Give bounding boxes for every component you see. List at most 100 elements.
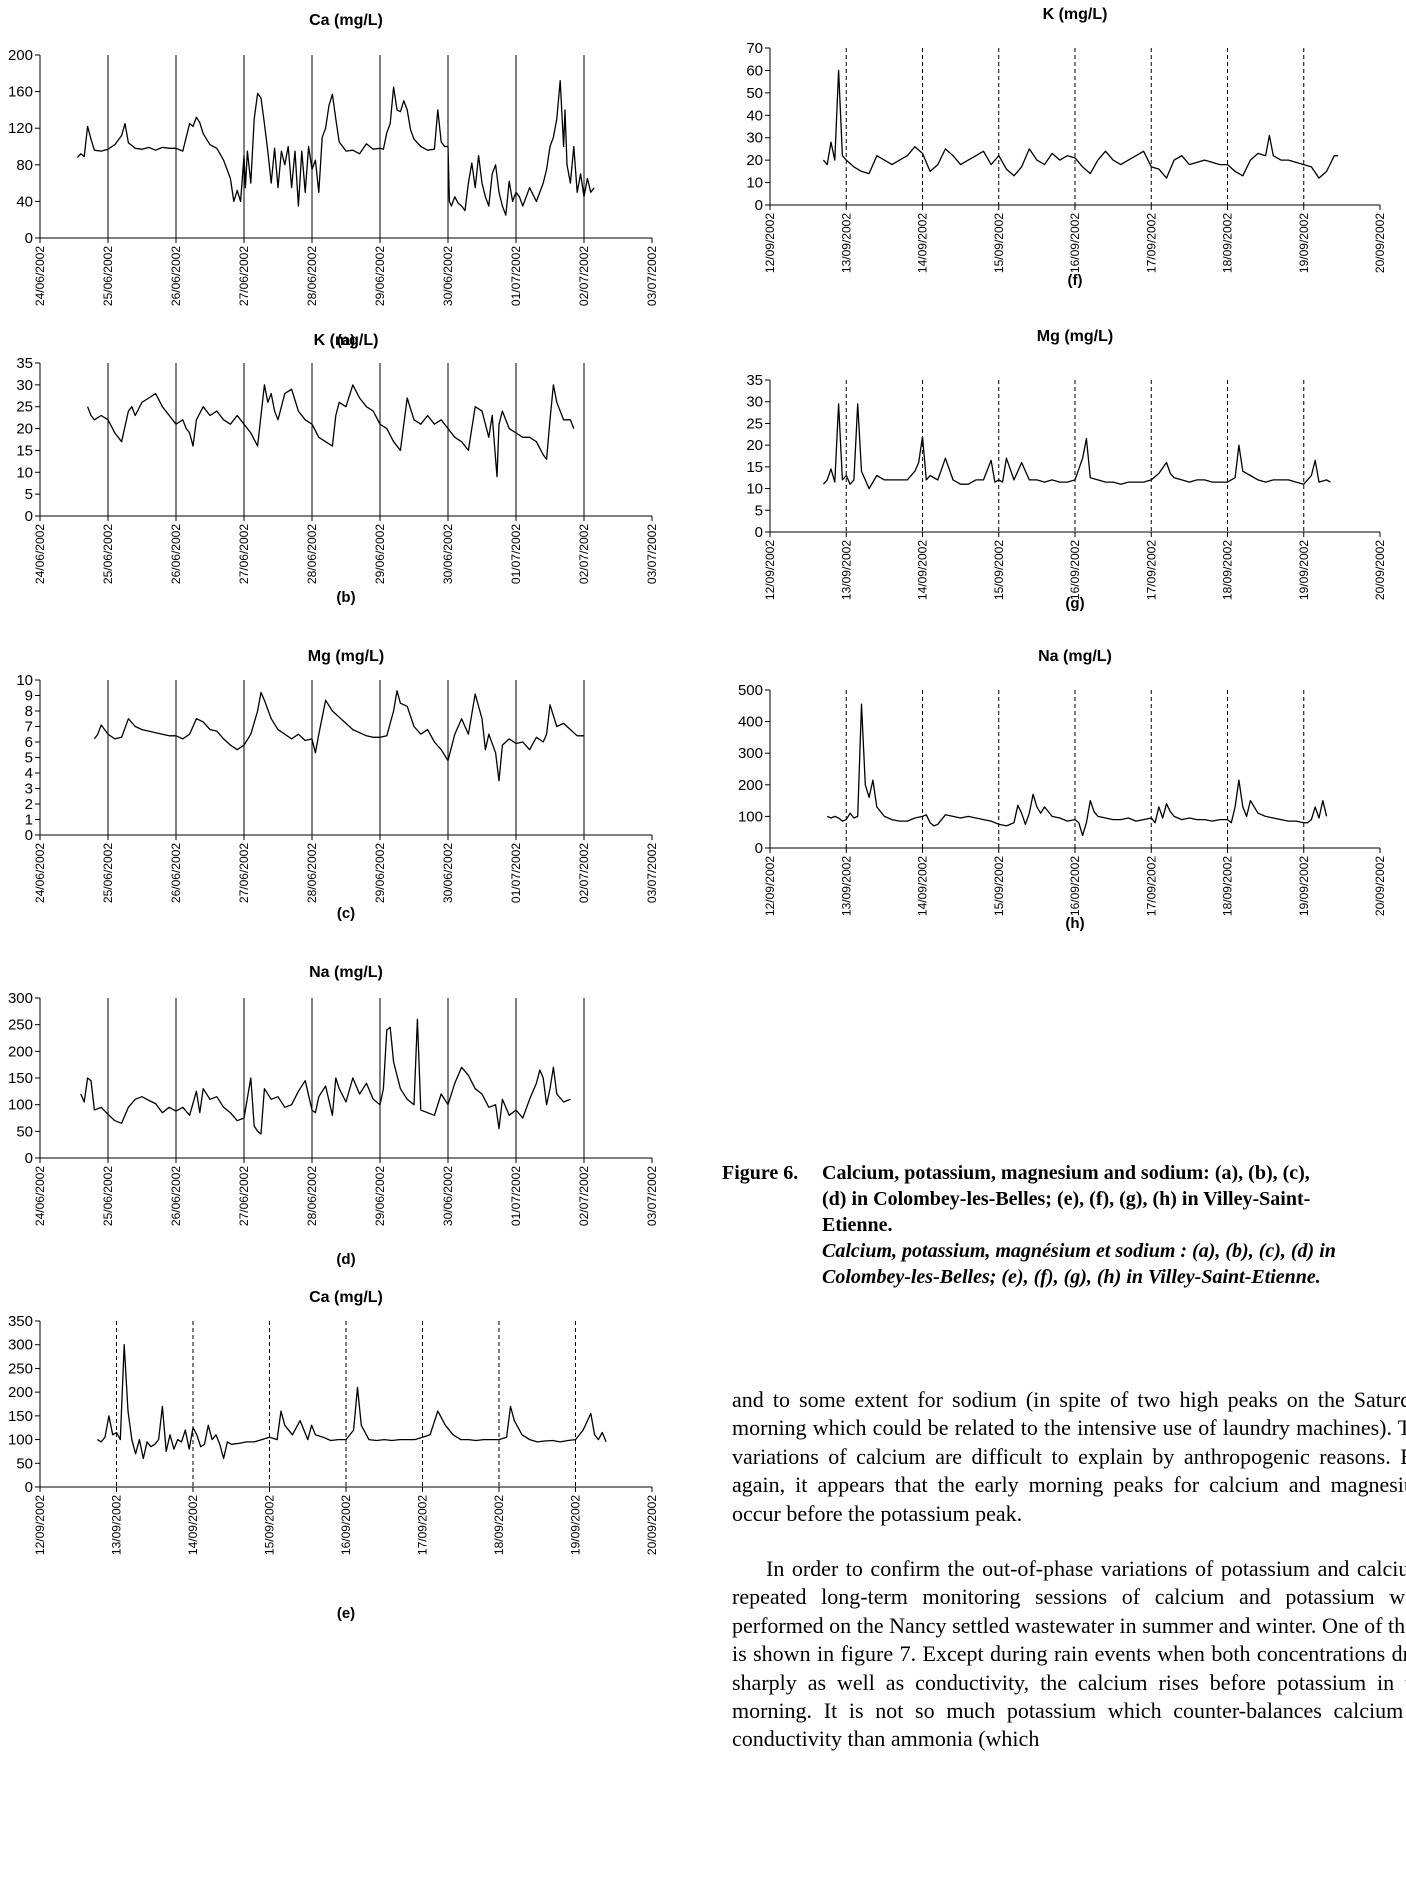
x-tick-label: 29/06/2002	[373, 843, 387, 903]
x-tick-label: 02/07/2002	[577, 524, 591, 584]
y-tick-label: 250	[8, 1360, 33, 1377]
x-tick-label: 24/06/2002	[33, 843, 47, 903]
x-tick-label: 25/06/2002	[101, 843, 115, 903]
y-tick-label: 8	[25, 703, 33, 720]
series-line	[97, 1344, 607, 1460]
x-tick-label: 18/09/2002	[492, 1495, 506, 1555]
chart-title: Ca (mg/L)	[309, 12, 383, 29]
x-tick-label: 19/09/2002	[1297, 213, 1311, 273]
x-tick-label: 26/06/2002	[169, 524, 183, 584]
x-tick-label: 01/07/2002	[509, 843, 523, 903]
y-tick-label: 0	[25, 1479, 33, 1496]
y-tick-label: 30	[746, 394, 763, 411]
x-tick-label: 14/09/2002	[916, 540, 930, 600]
x-tick-label: 26/06/2002	[169, 246, 183, 306]
y-tick-label: 3	[25, 781, 33, 798]
y-tick-label: 30	[746, 130, 763, 147]
x-tick-label: 28/06/2002	[305, 524, 319, 584]
y-tick-label: 350	[8, 1313, 33, 1330]
x-tick-label: 16/09/2002	[1068, 540, 1082, 600]
x-tick-label: 20/09/2002	[1373, 540, 1387, 600]
x-tick-label: 27/06/2002	[237, 1166, 251, 1226]
x-tick-label: 01/07/2002	[509, 246, 523, 306]
panel-label: (e)	[337, 1605, 355, 1622]
y-tick-label: 20	[16, 421, 33, 438]
y-tick-label: 5	[25, 750, 33, 767]
x-tick-label: 29/06/2002	[373, 246, 387, 306]
x-tick-label: 19/09/2002	[1297, 856, 1311, 916]
x-tick-label: 18/09/2002	[1221, 213, 1235, 273]
y-tick-label: 10	[16, 464, 33, 481]
figure-caption: Figure 6. Calcium, potassium, magnesium …	[722, 1160, 1406, 1290]
y-tick-label: 160	[8, 84, 33, 101]
y-tick-label: 200	[8, 1384, 33, 1401]
y-tick-label: 25	[16, 399, 33, 416]
series-line	[80, 1018, 571, 1135]
series-line	[93, 690, 584, 782]
x-tick-label: 25/06/2002	[101, 246, 115, 306]
x-tick-label: 19/09/2002	[1297, 540, 1311, 600]
y-tick-label: 10	[746, 175, 763, 192]
y-tick-label: 200	[738, 777, 763, 794]
y-tick-label: 0	[755, 197, 763, 214]
y-tick-label: 500	[738, 682, 763, 699]
y-tick-label: 60	[746, 62, 763, 79]
x-tick-label: 14/09/2002	[186, 1495, 200, 1555]
figure-label: Figure 6.	[722, 1162, 799, 1184]
chart-title: Mg (mg/L)	[308, 648, 384, 665]
x-tick-label: 27/06/2002	[237, 246, 251, 306]
y-tick-label: 200	[8, 47, 33, 64]
x-tick-label: 02/07/2002	[577, 1166, 591, 1226]
body-paragraph: In order to confirm the out-of-phase var…	[732, 1556, 1406, 1752]
y-tick-label: 100	[8, 1097, 33, 1114]
x-tick-label: 30/06/2002	[441, 524, 455, 584]
chart-panel-e: Ca (mg/L) 0 50 100 150 200 250 300 350 12/09/2002…	[8, 1289, 659, 1622]
chart-panel-d: Na (mg/L) 0 50 100 150 200 250 300 24/06/2002 25/…	[8, 964, 659, 1268]
x-tick-label: 17/09/2002	[416, 1495, 430, 1555]
y-tick-label: 15	[746, 459, 763, 476]
y-tick-label: 2	[25, 796, 33, 813]
x-tick-label: 15/09/2002	[992, 856, 1006, 916]
x-tick-label: 28/06/2002	[305, 1166, 319, 1226]
x-tick-label: 29/06/2002	[373, 524, 387, 584]
y-tick-label: 300	[8, 990, 33, 1007]
y-tick-label: 30	[16, 377, 33, 394]
y-tick-label: 100	[738, 808, 763, 825]
x-tick-label: 13/09/2002	[110, 1495, 124, 1555]
x-tick-label: 27/06/2002	[237, 524, 251, 584]
x-tick-label: 03/07/2002	[645, 1166, 659, 1226]
y-tick-label: 300	[8, 1337, 33, 1354]
x-tick-label: 12/09/2002	[763, 213, 777, 273]
chart-title: K (mg/L)	[1043, 6, 1108, 23]
caption-line: Etienne.	[822, 1214, 893, 1236]
y-tick-label: 5	[25, 486, 33, 503]
x-tick-label: 25/06/2002	[101, 1166, 115, 1226]
y-tick-label: 40	[746, 107, 763, 124]
caption-line-french: Colombey-les-Belles; (e), (f), (g), (h) …	[822, 1266, 1321, 1288]
x-tick-label: 13/09/2002	[839, 213, 853, 273]
series-line	[822, 403, 1331, 490]
x-tick-label: 02/07/2002	[577, 246, 591, 306]
y-tick-label: 0	[25, 827, 33, 844]
x-tick-label: 15/09/2002	[992, 213, 1006, 273]
x-tick-label: 30/06/2002	[441, 246, 455, 306]
x-tick-label: 25/06/2002	[101, 524, 115, 584]
x-tick-label: 16/09/2002	[339, 1495, 353, 1555]
y-tick-label: 0	[755, 840, 763, 857]
x-tick-label: 12/09/2002	[763, 856, 777, 916]
x-tick-label: 28/06/2002	[305, 843, 319, 903]
x-tick-label: 02/07/2002	[577, 843, 591, 903]
panel-label: (f)	[1068, 272, 1083, 289]
x-tick-label: 01/07/2002	[509, 524, 523, 584]
y-tick-label: 10	[746, 481, 763, 498]
y-tick-label: 0	[25, 1150, 33, 1167]
panel-label: (h)	[1065, 915, 1084, 932]
series-line	[826, 703, 1328, 837]
y-tick-label: 20	[746, 437, 763, 454]
y-tick-label: 35	[746, 372, 763, 389]
y-tick-label: 10	[16, 672, 33, 689]
caption-line-french: Calcium, potassium, magnésium et sodium …	[822, 1240, 1336, 1262]
x-tick-label: 24/06/2002	[33, 524, 47, 584]
y-tick-label: 100	[8, 1432, 33, 1449]
